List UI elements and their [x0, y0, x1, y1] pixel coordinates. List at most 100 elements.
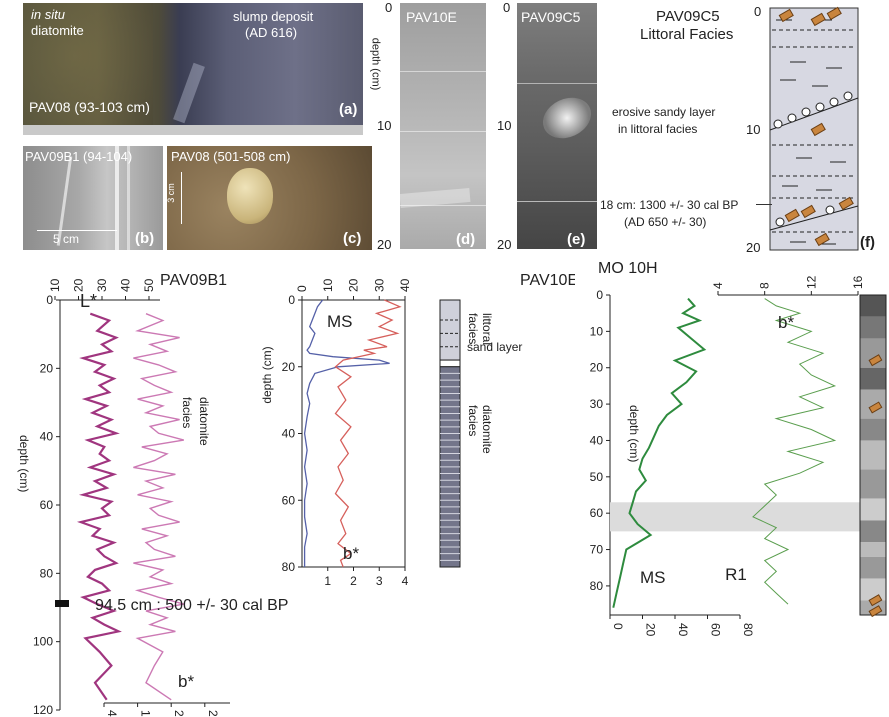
log-band: [860, 469, 886, 499]
core-label-b: PAV09B1 (94-104): [25, 149, 133, 164]
log-band: [860, 556, 886, 579]
tick-f-0: 0: [754, 4, 762, 19]
series-b-star-line: [334, 299, 402, 568]
diatomite-label: diatomite: [31, 23, 84, 38]
panel-f-title-1: PAV09C5: [656, 8, 720, 25]
chart-title: PAV10E: [520, 272, 575, 289]
bottom-tick-label: 0: [611, 623, 625, 630]
log-band: [860, 367, 886, 390]
date-sample-marker: [868, 401, 883, 414]
bottom-tick-label: 40: [676, 623, 690, 637]
y-tick-label: 60: [40, 498, 54, 512]
y-tick-label: 20: [590, 361, 604, 375]
annotation-littoral: littoral: [480, 313, 494, 345]
series-b-star-line: [133, 313, 184, 701]
y-tick-label: 80: [282, 560, 296, 574]
log-littoral: [439, 299, 461, 361]
y-axis-label: depth (cm): [260, 346, 274, 403]
tick-e-20: 20: [497, 237, 512, 252]
top-tick-label: 10: [48, 278, 62, 292]
bottom-tick-label: 28: [206, 710, 220, 717]
top-tick-label: 12: [804, 275, 818, 289]
date-sample-marker: [868, 354, 883, 367]
y-axis-label: depth (cm): [627, 405, 641, 462]
y-tick-label: 70: [590, 543, 604, 557]
scale-label-c: 3 cm: [167, 183, 176, 203]
date-annotation-1: 18 cm: 1300 +/- 30 cal BP: [600, 198, 739, 212]
photo-panel-c: PAV08 (501-508 cm) 3 cm (c): [167, 146, 372, 250]
log-sand-layer: [439, 359, 461, 368]
core-label-e: PAV09C5: [521, 9, 581, 25]
bottom-tick-label: 3: [376, 574, 383, 585]
panel-tag-d: (d): [456, 231, 476, 248]
core-label-c: PAV08 (501-508 cm): [171, 149, 291, 164]
annotation-diatomite: diatomite: [197, 397, 211, 446]
ylabel-d: depth (cm): [369, 37, 382, 91]
tick-d-10: 10: [377, 118, 392, 133]
chart-mo10h: 0 10 20 30 40 50 60 70 80 0 20 40 60 80 4 8 12 16 MO 10H de…: [590, 260, 887, 637]
bottom-tick-label: 2: [350, 574, 357, 585]
bottom-tick-label: 20: [644, 623, 658, 637]
y-axis-label: depth (cm): [17, 435, 31, 492]
top-tick-label: 40: [119, 278, 133, 292]
series-L-star-line: [76, 312, 122, 701]
slump-age-label: (AD 616): [245, 25, 298, 40]
top-tick-label: 10: [321, 278, 335, 292]
y-tick-label: 40: [282, 427, 296, 441]
panel-tag-f: (f): [860, 234, 875, 251]
date-leader-line: [756, 204, 772, 205]
log-band: [860, 520, 886, 543]
core-label-d: PAV10E: [406, 9, 457, 25]
chart-pav09b1: 0 20 40 60 80 100 120 10 20 30 40 50 4 12 20 28 PAV09B1 d…: [17, 272, 288, 717]
panel-tag-a: (a): [339, 101, 358, 118]
log-band: [860, 316, 886, 339]
y-tick-label: 50: [590, 470, 604, 484]
photo-panel-b: PAV09B1 (94-104) 5 cm (b): [23, 146, 163, 250]
bottom-tick-label: 4: [105, 710, 119, 717]
log-band: [860, 440, 886, 470]
y-tick-label: 120: [33, 703, 53, 717]
panel-tag-c: (c): [343, 230, 362, 247]
panel-f: PAV09C5 Littoral Facies erosive sandy la…: [600, 0, 889, 260]
erosive-annotation-1: erosive sandy layer: [612, 105, 716, 119]
annotation-date: 94.5 cm : 500 +/- 30 cal BP: [95, 597, 288, 614]
log-band: [860, 498, 886, 521]
chart-pav10e: 0 20 40 60 80 0 10 20 30 40 1 2 3 4 PAV10E depth (cm) MS…: [260, 272, 575, 585]
slump-deposit-label: slump deposit: [233, 9, 314, 24]
annotation-diatomite: diatomite: [480, 405, 494, 454]
series-MS-line: [303, 299, 390, 567]
panel-d: PAV10E (d) 0 10 20 depth (cm): [369, 0, 495, 255]
date-sample-marker: [868, 605, 883, 618]
annotation-facies-2: facies: [466, 405, 480, 436]
plot-frame: [301, 299, 406, 568]
log-band: [860, 295, 886, 317]
top-tick-label: 20: [72, 278, 86, 292]
y-tick-label: 80: [40, 566, 54, 580]
bottom-tick-label: 20: [172, 710, 186, 717]
tick-d-0: 0: [385, 0, 393, 15]
top-tick-label: 0: [295, 285, 309, 292]
log-band: [860, 542, 886, 557]
log-band: [860, 578, 886, 601]
tick-e-10: 10: [497, 118, 512, 133]
bottom-tick-label: 4: [402, 574, 409, 585]
top-tick-label: 30: [372, 278, 386, 292]
y-tick-label: 10: [590, 324, 604, 338]
insitu-label: in situ: [31, 7, 65, 22]
photo-panel-a: in situ diatomite slump deposit (AD 616)…: [23, 3, 363, 135]
top-tick-label: 50: [142, 278, 156, 292]
bottom-axis-label: b*: [178, 672, 194, 691]
bottom-tick-label: 80: [741, 623, 755, 637]
annotation-facies-1: facies: [466, 313, 480, 344]
annotation-b-star: b*: [778, 313, 794, 332]
date-sample-marker: [868, 594, 883, 607]
erosive-annotation-2: in littoral facies: [618, 122, 698, 136]
y-tick-label: 60: [282, 493, 296, 507]
R1-band: [610, 502, 860, 532]
y-tick-label: 40: [40, 430, 54, 444]
photo-panel-e: PAV09C5 (e): [517, 3, 597, 249]
scale-label-b: 5 cm: [53, 232, 80, 246]
bottom-tick-label: 60: [709, 623, 723, 637]
series-MS-line: [612, 297, 707, 608]
core-label-a: PAV08 (93-103 cm): [29, 99, 150, 115]
